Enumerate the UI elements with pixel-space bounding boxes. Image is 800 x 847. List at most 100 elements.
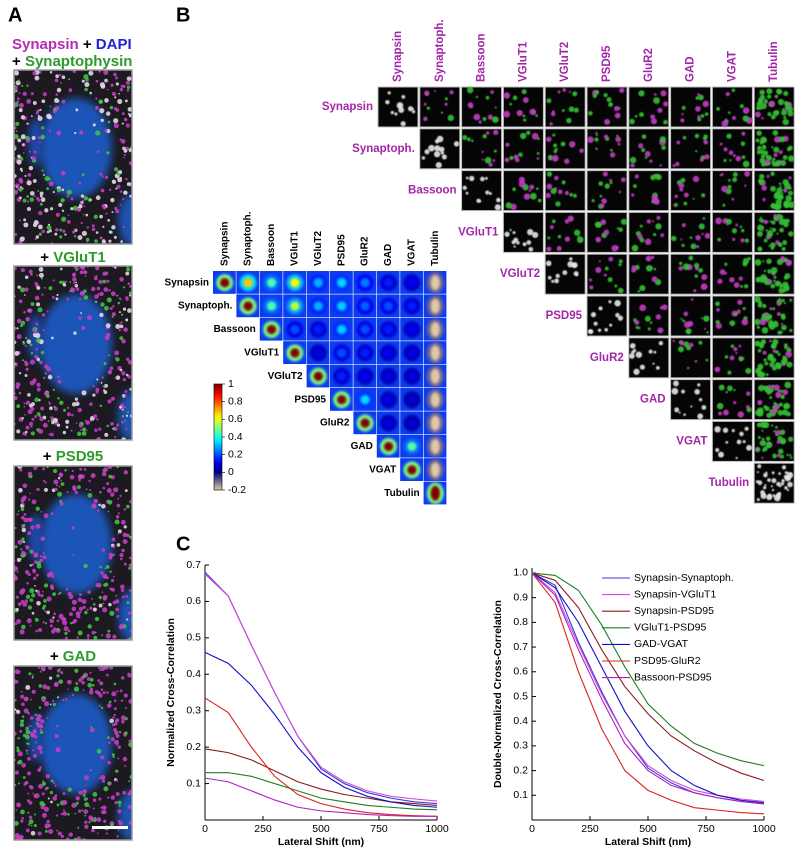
puncta <box>97 666 101 670</box>
puncta <box>660 90 667 97</box>
puncta <box>554 147 558 151</box>
heatmap-blob <box>337 395 347 405</box>
puncta <box>633 368 640 375</box>
puncta <box>608 300 612 304</box>
puncta <box>30 525 35 530</box>
puncta <box>57 696 60 699</box>
puncta <box>83 196 89 201</box>
puncta <box>663 119 668 125</box>
puncta <box>118 730 122 734</box>
puncta <box>79 270 84 275</box>
puncta <box>16 802 22 808</box>
puncta <box>28 421 34 426</box>
puncta <box>773 213 777 218</box>
puncta <box>27 308 33 313</box>
puncta <box>724 262 728 266</box>
puncta <box>742 306 746 311</box>
puncta <box>124 99 128 103</box>
puncta <box>77 485 81 489</box>
puncta <box>37 115 43 121</box>
puncta <box>595 267 602 274</box>
puncta <box>617 287 624 294</box>
column-label: Tubulin <box>430 231 441 266</box>
puncta <box>72 487 77 492</box>
puncta <box>98 704 101 707</box>
puncta <box>35 629 38 633</box>
puncta <box>36 387 41 392</box>
puncta <box>30 115 33 118</box>
puncta <box>56 674 60 678</box>
puncta <box>28 403 34 408</box>
puncta <box>618 263 622 267</box>
puncta <box>774 110 780 115</box>
puncta <box>83 295 89 300</box>
puncta <box>692 175 700 183</box>
puncta <box>493 129 499 136</box>
y-tick-label: 0.1 <box>186 777 201 789</box>
puncta <box>42 467 46 471</box>
nucleus <box>40 294 112 394</box>
puncta <box>20 600 25 604</box>
heatmap-blob <box>430 415 440 431</box>
puncta <box>77 826 80 829</box>
column-label: GluR2 <box>360 236 371 266</box>
puncta <box>23 402 26 405</box>
puncta <box>600 219 607 225</box>
puncta <box>579 148 584 154</box>
puncta <box>423 116 428 122</box>
puncta <box>761 116 764 120</box>
puncta <box>765 154 769 158</box>
puncta <box>756 230 763 237</box>
puncta <box>698 268 703 273</box>
puncta <box>19 729 23 733</box>
puncta <box>88 479 91 483</box>
puncta <box>653 350 657 354</box>
puncta <box>45 827 48 829</box>
puncta <box>63 408 67 412</box>
puncta <box>546 136 552 143</box>
puncta <box>695 234 701 241</box>
puncta <box>35 573 39 577</box>
puncta <box>778 472 781 475</box>
puncta <box>25 828 30 833</box>
puncta <box>706 331 709 334</box>
column-label: PSD95 <box>336 234 347 266</box>
grid-image <box>670 379 712 421</box>
puncta <box>83 270 88 275</box>
puncta <box>43 174 45 176</box>
puncta <box>518 152 523 158</box>
puncta <box>49 676 53 680</box>
puncta <box>48 575 51 578</box>
puncta <box>99 490 102 494</box>
puncta <box>106 80 109 83</box>
puncta <box>385 99 390 105</box>
puncta <box>771 220 776 225</box>
x-tick-label: 500 <box>312 823 330 835</box>
heatmap-blob <box>290 324 300 335</box>
puncta <box>105 212 108 215</box>
puncta <box>67 629 71 633</box>
puncta <box>119 324 124 329</box>
puncta <box>127 792 131 796</box>
puncta <box>116 503 121 508</box>
puncta <box>466 86 474 94</box>
puncta <box>66 412 71 417</box>
puncta <box>37 198 41 202</box>
puncta <box>85 429 88 432</box>
puncta <box>775 492 782 498</box>
puncta <box>81 599 87 604</box>
puncta <box>17 602 22 607</box>
puncta <box>23 541 26 544</box>
puncta <box>34 793 40 799</box>
puncta <box>526 130 531 136</box>
puncta <box>703 139 709 145</box>
puncta <box>14 70 19 76</box>
puncta <box>597 328 602 332</box>
y-tick-label: 0.1 <box>513 789 528 801</box>
puncta <box>63 809 65 812</box>
x-tick-label: 250 <box>581 823 599 835</box>
puncta <box>683 311 689 317</box>
puncta <box>14 566 19 572</box>
caption: + Synaptophysin <box>12 53 132 70</box>
puncta <box>770 343 776 349</box>
